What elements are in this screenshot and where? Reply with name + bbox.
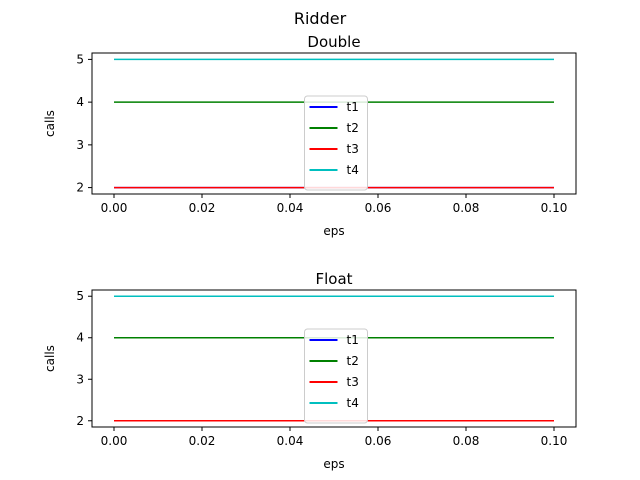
y-tick-label: 4 [76, 331, 84, 345]
x-tick-label: 0.00 [101, 201, 128, 215]
x-tick-label: 0.02 [189, 201, 216, 215]
x-tick-label: 0.04 [277, 434, 304, 448]
legend-label-t3: t3 [347, 142, 359, 156]
y-tick-label: 3 [76, 138, 84, 152]
axes-frame [91, 289, 577, 428]
x-axis-label: eps [323, 457, 344, 471]
x-tick-label: 0.10 [541, 201, 568, 215]
x-tick-label: 0.10 [541, 434, 568, 448]
legend-box [304, 95, 368, 191]
x-tick-label: 0.04 [277, 201, 304, 215]
subplot-2: Float 0.00 0.02 0.04 0.06 0.08 0.10 2 3 4 5 eps call… [43, 270, 577, 471]
y-tick-label: 5 [76, 289, 84, 303]
legend-box [304, 328, 368, 424]
x-tick-label: 0.00 [101, 434, 128, 448]
y-tick-label: 4 [76, 95, 84, 109]
legend: t1 t2 t3 t4 [304, 328, 368, 424]
x-tick-label: 0.02 [189, 434, 216, 448]
legend-label-t4: t4 [347, 163, 359, 177]
subplot-title: Float [315, 270, 352, 288]
legend-label-t2: t2 [347, 121, 359, 135]
x-tick-label: 0.06 [365, 201, 392, 215]
y-tick-label: 2 [76, 181, 84, 195]
x-tick-label: 0.06 [365, 434, 392, 448]
figure-suptitle: Ridder [294, 9, 347, 28]
legend-label-t4: t4 [347, 396, 359, 410]
x-axis-label: eps [323, 224, 344, 238]
y-tick-label: 3 [76, 372, 84, 386]
x-tick-label: 0.08 [453, 201, 480, 215]
y-axis-label: calls [43, 345, 57, 372]
axes-frame [91, 52, 577, 195]
subplot-1: Double 0.00 0.02 0.04 0.06 0.08 0.10 2 3 4 5 eps cal… [43, 33, 577, 238]
y-axis-label: calls [43, 110, 57, 137]
subplot-title: Double [307, 33, 360, 51]
y-tick-label: 5 [76, 52, 84, 66]
legend: t1 t2 t3 t4 [304, 95, 368, 191]
subplots: Double 0.00 0.02 0.04 0.06 0.08 0.10 2 3 4 5 eps cal… [43, 33, 577, 471]
x-tick-label: 0.08 [453, 434, 480, 448]
y-tick-label: 2 [76, 414, 84, 428]
legend-label-t1: t1 [347, 333, 359, 347]
legend-label-t1: t1 [347, 100, 359, 114]
legend-label-t3: t3 [347, 375, 359, 389]
legend-label-t2: t2 [347, 354, 359, 368]
